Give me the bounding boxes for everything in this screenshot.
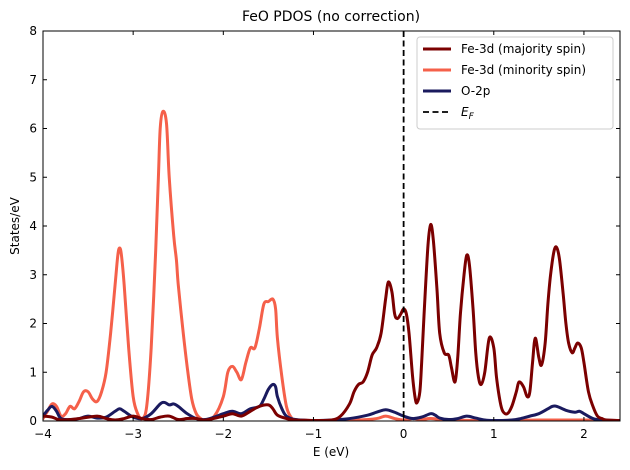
- x-tick-label: −2: [214, 427, 232, 441]
- series-line-o-2p: [43, 382, 620, 421]
- chart-title: FeO PDOS (no correction): [242, 9, 420, 25]
- legend-item-fe-3d-minority-spin: Fe-3d (minority spin): [423, 63, 586, 77]
- x-tick-label: 1: [490, 427, 498, 441]
- legend-label: EF: [461, 105, 475, 122]
- y-axis-label: States/eV: [8, 196, 22, 254]
- y-tick-label: 0: [29, 414, 37, 428]
- legend: Fe-3d (majority spin) Fe-3d (minority spi…: [416, 36, 614, 130]
- y-tick-label: 4: [29, 219, 37, 233]
- y-tick-label: 7: [29, 73, 37, 87]
- y-ticks: 0 1 2 3 4 5 6 7 8: [29, 24, 620, 428]
- y-tick-label: 5: [29, 170, 37, 184]
- legend-label: Fe-3d (majority spin): [461, 42, 586, 56]
- legend-label: Fe-3d (minority spin): [461, 63, 586, 77]
- y-tick-label: 1: [29, 365, 37, 379]
- series-layer: [43, 109, 620, 421]
- legend-label: O-2p: [461, 84, 490, 98]
- x-tick-label: −4: [34, 427, 52, 441]
- x-tick-label: −3: [124, 427, 142, 441]
- y-tick-label: 3: [29, 268, 37, 282]
- y-tick-label: 2: [29, 317, 37, 331]
- y-tick-label: 6: [29, 122, 37, 136]
- x-tick-label: −1: [305, 427, 323, 441]
- x-axis-label: E (eV): [313, 445, 349, 459]
- series-line-fe-3d-majority-spin: [43, 223, 620, 421]
- x-tick-label: 2: [580, 427, 588, 441]
- y-tick-label: 8: [29, 24, 37, 38]
- legend-item-o-2p: O-2p: [423, 84, 490, 98]
- x-ticks: −4 −3 −2 −1 0 1 2: [34, 31, 588, 441]
- legend-item-fe-3d-majority-spin: Fe-3d (majority spin): [423, 42, 586, 56]
- x-tick-label: 0: [400, 427, 408, 441]
- legend-box: [416, 36, 614, 130]
- legend-item-e-f: EF: [423, 105, 475, 122]
- series-line-fe-3d-minority-spin: [43, 109, 620, 421]
